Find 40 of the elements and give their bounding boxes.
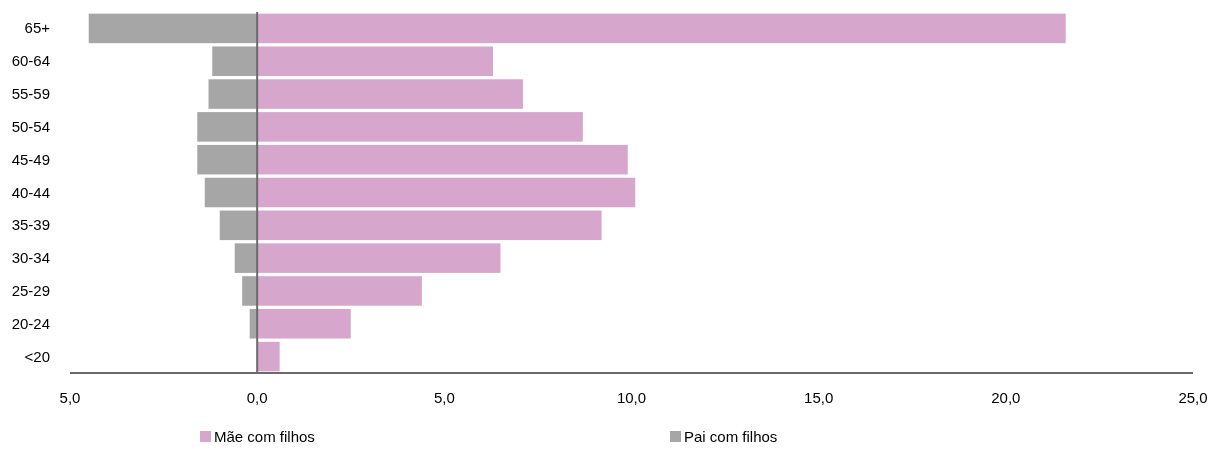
bar — [257, 79, 523, 109]
bar — [242, 276, 258, 306]
y-tick-label: 65+ — [24, 19, 51, 37]
x-tick-label: 15,0 — [804, 389, 834, 406]
bar — [234, 243, 258, 273]
bar — [204, 177, 258, 208]
y-tick-label: <20 — [24, 347, 50, 365]
bar — [212, 46, 258, 76]
bar — [208, 79, 258, 109]
x-tick-label: 5,0 — [59, 389, 81, 406]
x-tick-label: 10,0 — [616, 389, 647, 406]
x-tick-label: 20,0 — [991, 389, 1021, 406]
bar — [257, 112, 583, 142]
legend-label: Mãe com filhos — [214, 428, 315, 445]
y-tick-label: 35-39 — [11, 216, 50, 234]
y-tick-label: 55-59 — [11, 85, 50, 103]
bar — [197, 112, 258, 142]
bar — [257, 144, 628, 175]
bar — [257, 243, 501, 273]
bar — [219, 210, 258, 241]
y-tick-label: 25-29 — [11, 281, 50, 299]
bar — [197, 144, 258, 175]
bar — [257, 13, 1066, 44]
y-tick-label: 30-34 — [11, 249, 50, 267]
legend-label: Pai com filhos — [684, 428, 778, 445]
y-tick-label: 50-54 — [11, 117, 50, 135]
bar — [257, 341, 280, 372]
x-tick-label: 0,0 — [246, 389, 268, 406]
y-tick-label: 40-44 — [11, 183, 50, 201]
bar — [257, 309, 351, 339]
y-tick-label: 60-64 — [11, 52, 50, 70]
bar — [88, 13, 258, 44]
x-tick-label: 25,0 — [1178, 389, 1208, 406]
bar — [257, 210, 602, 241]
y-tick-label: 20-24 — [11, 314, 50, 332]
x-tick-label: 5,0 — [433, 389, 455, 406]
bar — [257, 276, 422, 306]
bar — [257, 46, 493, 76]
bar — [257, 177, 636, 208]
y-tick-label: 45-49 — [11, 150, 50, 168]
